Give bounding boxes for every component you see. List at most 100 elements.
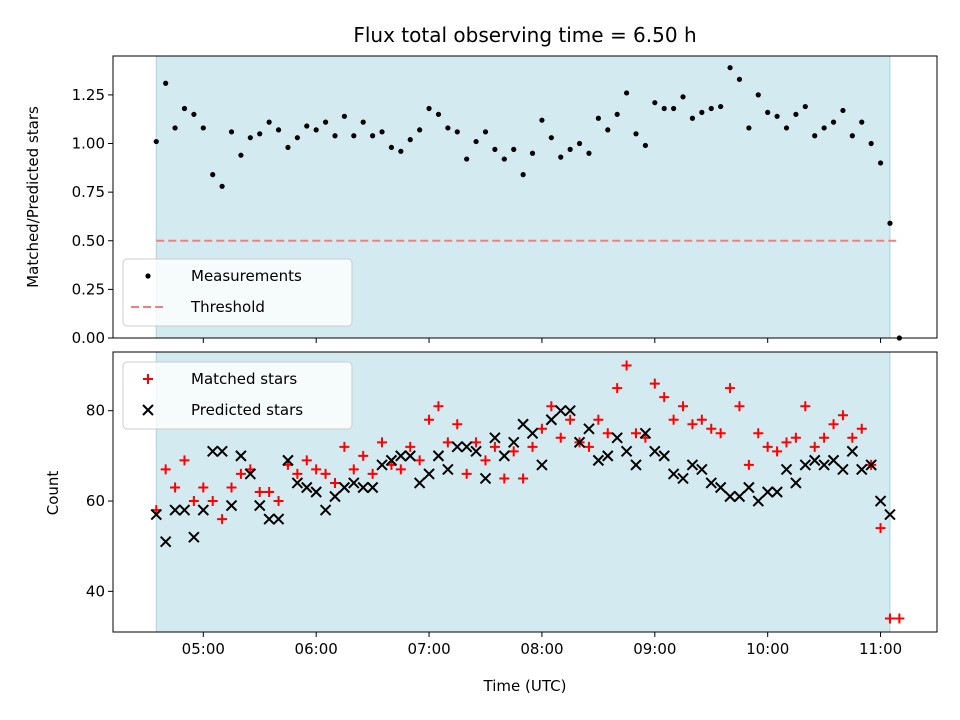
predicted-stars-point: [357, 481, 369, 494]
matched-stars-point: [809, 441, 820, 452]
matched-stars-point: [837, 410, 848, 421]
matched-stars-point: [819, 432, 830, 443]
predicted-stars-point: [197, 504, 210, 516]
predicted-stars-point: [780, 463, 793, 476]
predicted-stars-point: [790, 477, 802, 489]
predicted-stars-point: [686, 459, 699, 471]
legend-marker-matched: [143, 374, 153, 384]
matched-stars-point: [508, 446, 519, 457]
predicted-stars-point: [517, 418, 529, 430]
predicted-stars-point: [188, 531, 200, 543]
matched-stars-point: [706, 423, 717, 434]
measurement-point: [699, 109, 705, 115]
x-tick-label: 08:00: [520, 640, 563, 658]
legend: Measurements Threshold: [122, 258, 353, 327]
matched-stars-point: [753, 428, 764, 439]
predicted-stars-point: [329, 490, 341, 503]
matched-stars-point: [687, 419, 698, 430]
x-tick-label: 10:00: [746, 640, 789, 658]
predicted-stars-point: [592, 454, 605, 467]
measurement-point: [642, 142, 649, 149]
measurement-point: [501, 156, 507, 162]
matched-stars-point: [800, 401, 811, 412]
measurement-point: [313, 127, 319, 133]
measurement-point: [445, 125, 451, 131]
matched-stars-point: [790, 432, 801, 443]
measurement-point: [191, 111, 197, 117]
measurement-point: [341, 113, 347, 119]
predicted-stars-point: [526, 427, 539, 439]
predicted-stars-point: [564, 405, 576, 417]
predicted-stars-point: [714, 481, 727, 494]
predicted-stars-point: [404, 450, 416, 462]
predicted-stars-point: [432, 450, 445, 462]
matched-stars-point: [433, 401, 444, 412]
predicted-stars-point: [460, 441, 473, 453]
measurement-point: [793, 111, 799, 117]
predicted-stars-point: [743, 481, 755, 494]
predicted-stars-point: [573, 436, 586, 449]
measurement-point: [153, 138, 159, 145]
measurement-point: [275, 127, 282, 133]
y-tick-label: 0.75: [72, 183, 105, 201]
predicted-stars-point: [489, 432, 501, 444]
measurement-point: [332, 133, 338, 139]
measurement-point: [821, 125, 827, 131]
matched-stars-point: [217, 514, 228, 525]
matched-stars-point: [395, 464, 406, 475]
predicted-stars-point: [639, 427, 652, 439]
x-axis-label: Time (UTC): [483, 677, 567, 695]
predicted-stars-point: [874, 495, 887, 507]
predicted-stars-point: [705, 477, 717, 489]
matched-stars-point: [188, 496, 199, 507]
predicted-stars-point: [310, 486, 322, 498]
matched-stars-point: [179, 455, 190, 466]
measurement-point: [708, 105, 714, 112]
predicted-stars-point: [413, 477, 426, 489]
measurement-point: [228, 129, 235, 135]
matched-stars-point: [442, 437, 453, 448]
predicted-stars-point: [423, 468, 435, 480]
axes-frame: [112, 55, 938, 339]
predicted-stars-point: [376, 459, 388, 471]
measurement-point: [586, 150, 592, 156]
predicted-stars-point: [658, 450, 670, 462]
matched-stars-point: [489, 441, 500, 452]
measurement-point: [181, 105, 188, 112]
predicted-stars-point: [319, 504, 332, 516]
measurement-point: [548, 135, 554, 141]
predicted-stars-point: [291, 477, 304, 489]
measurement-point: [454, 129, 460, 135]
measurement-point: [219, 183, 225, 189]
matched-stars-point: [377, 437, 388, 448]
measurement-point: [736, 76, 743, 82]
top-panel: 0.00 0.25 0.50 0.75 1.00 1.25 Measurements Thre…: [72, 55, 938, 347]
measurement-point: [294, 135, 300, 141]
measurement-point: [859, 119, 865, 125]
predicted-stars-point: [385, 454, 398, 467]
predicted-stars-point: [799, 459, 812, 471]
measurement-point: [172, 125, 178, 131]
matched-stars-point: [198, 482, 209, 493]
matched-stars-point: [875, 523, 886, 534]
measurement-point: [614, 111, 620, 117]
matched-stars-point: [480, 455, 491, 466]
matched-stars-point: [715, 428, 726, 439]
predicted-stars-point: [818, 459, 830, 471]
predicted-stars-point: [254, 499, 266, 512]
measurement-point: [567, 146, 573, 152]
measurement-point: [661, 105, 667, 112]
measurement-point: [200, 125, 206, 131]
measurement-point: [718, 103, 724, 110]
measurement-point: [576, 140, 583, 147]
measurement-point: [247, 135, 253, 141]
matched-stars-point: [696, 414, 707, 425]
matched-stars-point: [884, 613, 895, 624]
matched-stars-point: [583, 441, 594, 452]
predicted-stars-point: [545, 414, 558, 426]
matched-stars-point: [339, 441, 350, 452]
matched-stars-point: [602, 428, 613, 439]
matched-stars-point: [311, 464, 322, 475]
legend-label: Matched stars: [191, 370, 297, 388]
predicted-stars-point: [856, 463, 868, 476]
